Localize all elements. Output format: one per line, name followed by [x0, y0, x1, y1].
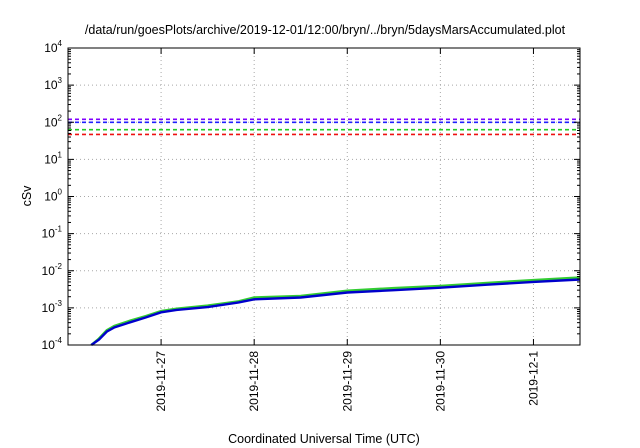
accumulated-dose-line-4 [90, 276, 581, 346]
x-tick-label: 2019-11-29 [340, 351, 354, 412]
x-tick-label: 2019-11-28 [247, 351, 261, 412]
y-tick-label: 10-4 [42, 336, 63, 352]
x-tick-label: 2019-11-27 [154, 351, 168, 412]
y-tick-label: 100 [44, 188, 62, 204]
chart-title: /data/run/goesPlots/archive/2019-12-01/1… [85, 23, 566, 37]
y-tick-label: 101 [44, 150, 62, 166]
y-tick-label: 10-1 [42, 225, 63, 241]
y-tick-label: 10-3 [42, 299, 63, 315]
y-tick-label: 102 [44, 113, 62, 129]
grid-lines [68, 48, 580, 345]
plot-series [68, 118, 581, 346]
x-axis: 2019-11-27 2019-11-28 2019-11-29 2019-11-30… [154, 48, 540, 412]
y-tick-label: 103 [44, 76, 62, 92]
y-axis-label: cSv [20, 185, 34, 207]
x-axis-label: Coordinated Universal Time (UTC) [228, 432, 420, 446]
y-tick-label: 104 [44, 39, 62, 55]
accumulated-dose-line-5 [90, 278, 581, 346]
y-axis: 10-4 10-3 10-2 10-1 100 101 102 103 104 [42, 39, 580, 352]
y-tick-label: 10-2 [42, 262, 63, 278]
x-tick-label: 2019-12-1 [526, 351, 540, 406]
x-tick-label: 2019-11-30 [433, 351, 447, 412]
